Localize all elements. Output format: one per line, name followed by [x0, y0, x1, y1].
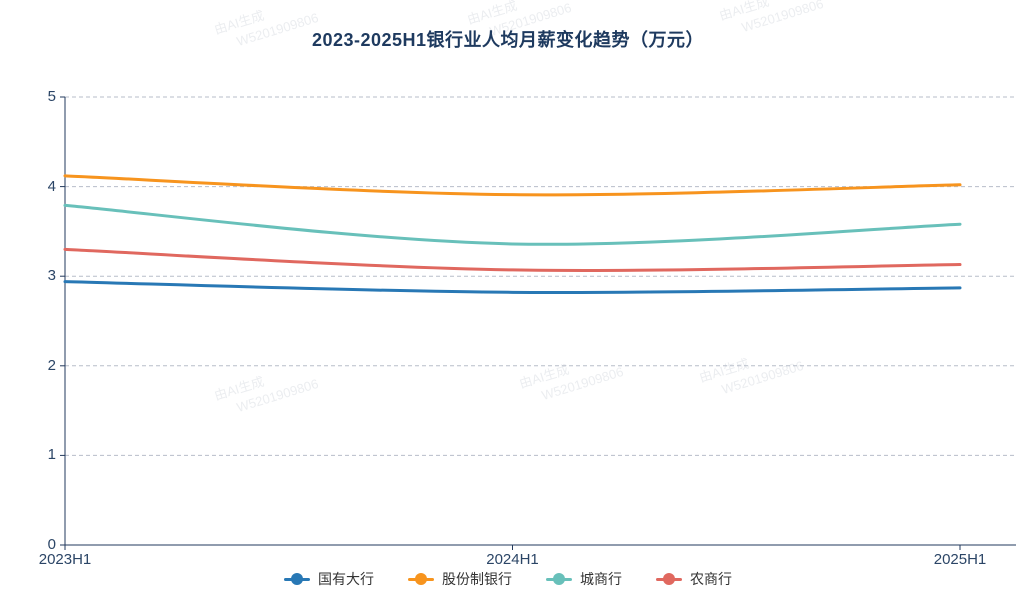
legend-line-dot-icon [656, 573, 682, 585]
legend-line-dot-icon [408, 573, 434, 585]
y-axis-label: 5 [47, 88, 56, 105]
legend-item-3[interactable]: 农商行 [656, 569, 732, 589]
x-axis-label: 2025H1 [933, 551, 987, 568]
legend-label: 股份制银行 [442, 571, 512, 587]
legend-item-2[interactable]: 城商行 [546, 569, 622, 589]
legend-label: 城商行 [580, 571, 622, 587]
series-line-1 [63, 174, 962, 197]
x-axis-label: 2023H1 [38, 551, 92, 568]
legend: 国有大行 股份制银行 城商行 农商行 [0, 568, 1016, 590]
x-axis-label: 2024H1 [486, 551, 539, 568]
y-axis-label: 2 [47, 356, 56, 374]
y-axis-label: 0 [47, 536, 56, 553]
series-line-2 [63, 203, 962, 246]
y-axis-label: 3 [47, 267, 56, 285]
legend-item-0[interactable]: 国有大行 [284, 569, 374, 589]
chart-title: 2023-2025H1银行业人均月薪变化趋势（万元） [311, 30, 705, 50]
series-line-0 [63, 280, 962, 294]
y-axis-label: 4 [47, 177, 56, 195]
legend-item-1[interactable]: 股份制银行 [408, 569, 512, 589]
series-line-3 [63, 247, 962, 272]
legend-label: 国有大行 [318, 571, 374, 587]
legend-label: 农商行 [690, 571, 732, 587]
y-axis-label: 1 [47, 446, 56, 464]
legend-line-dot-icon [284, 573, 310, 585]
legend-line-dot-icon [546, 573, 572, 585]
